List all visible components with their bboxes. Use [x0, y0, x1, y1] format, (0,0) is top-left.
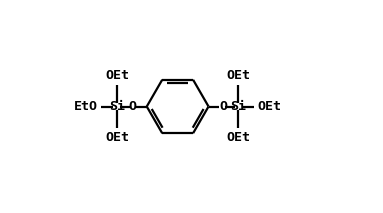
Text: O: O: [219, 100, 227, 113]
Text: OEt: OEt: [257, 100, 282, 113]
Text: OEt: OEt: [105, 131, 129, 144]
Text: OEt: OEt: [226, 131, 250, 144]
Text: OEt: OEt: [226, 69, 250, 82]
Text: OEt: OEt: [105, 69, 129, 82]
Text: O: O: [128, 100, 136, 113]
Text: Si: Si: [230, 100, 246, 113]
Text: EtO: EtO: [74, 100, 98, 113]
Text: Si: Si: [109, 100, 125, 113]
